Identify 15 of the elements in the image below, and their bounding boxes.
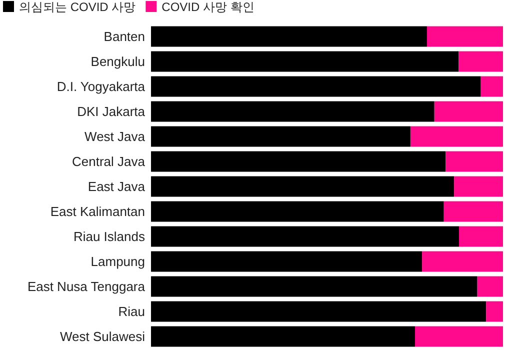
legend-label: 의심되는 COVID 사망 [19, 0, 136, 14]
y-tick-label: East Kalimantan [50, 204, 145, 219]
y-tick-label: DKI Jakarta [77, 104, 146, 119]
legend-label: COVID 사망 확인 [162, 0, 254, 14]
y-tick-label: East Nusa Tenggara [27, 279, 146, 294]
y-tick-label: Riau Islands [73, 229, 146, 244]
y-tick-label: Lampung [90, 254, 145, 269]
y-tick-label: Bengkulu [90, 54, 145, 69]
y-tick-label: Riau [118, 304, 145, 319]
y-tick-label: East Java [88, 179, 146, 194]
y-tick-label: Central Java [72, 154, 146, 169]
y-tick-label: Banten [104, 29, 145, 44]
y-tick-label: West Sulawesi [60, 329, 146, 344]
y-tick-label: D.I. Yogyakarta [56, 79, 146, 94]
y-tick-label: West Java [84, 129, 146, 144]
